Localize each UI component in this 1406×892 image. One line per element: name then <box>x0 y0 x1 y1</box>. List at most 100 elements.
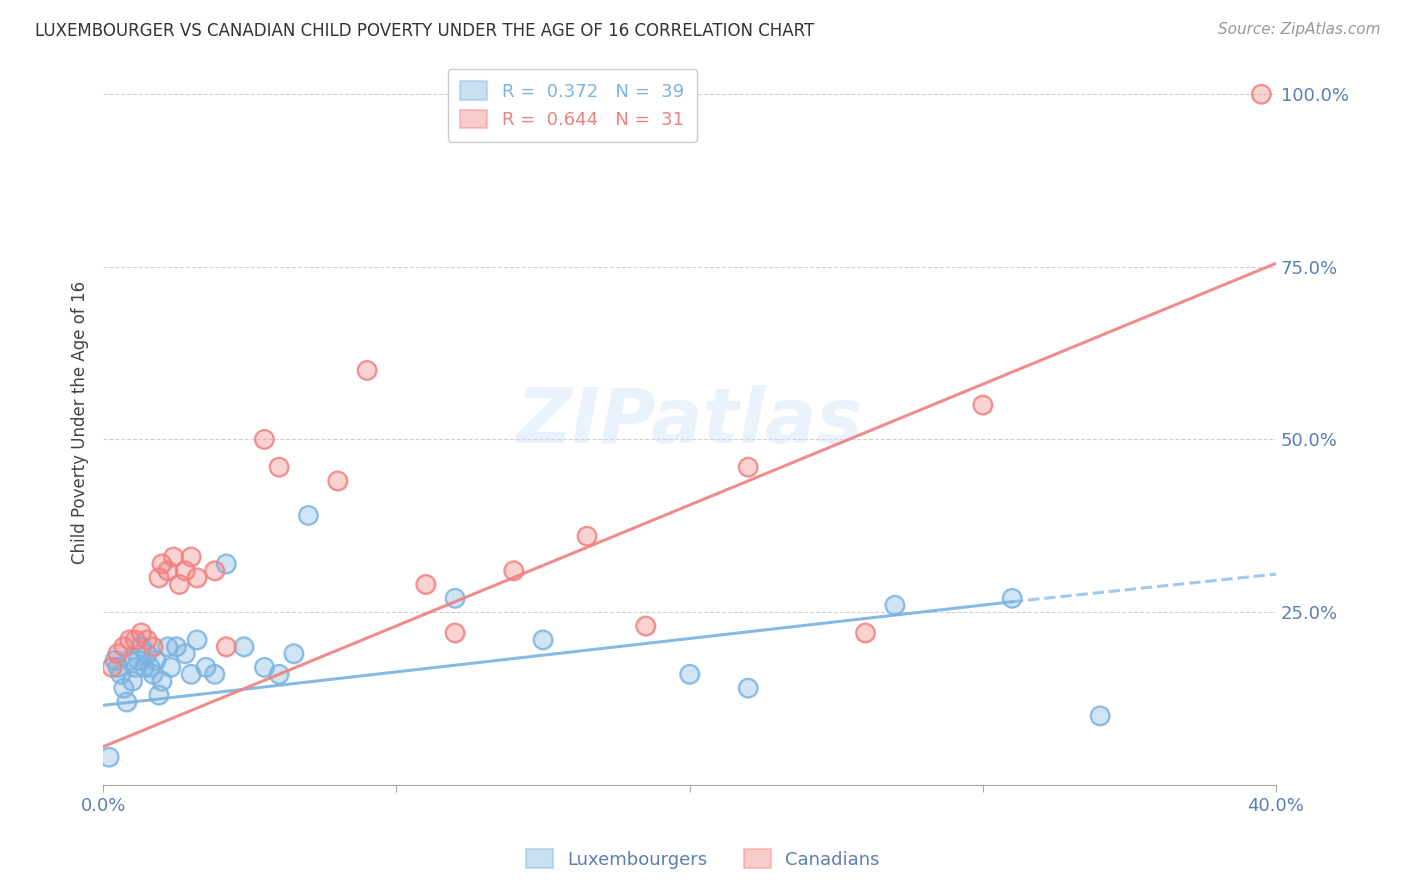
Point <box>118 632 141 647</box>
Point <box>1088 708 1111 723</box>
Point <box>283 647 305 661</box>
Point <box>110 667 132 681</box>
Point <box>972 398 994 412</box>
Point <box>104 653 127 667</box>
Point <box>186 632 208 647</box>
Point <box>737 681 759 695</box>
Point <box>531 632 554 647</box>
Point <box>1250 87 1272 102</box>
Point <box>253 660 276 674</box>
Point <box>326 474 349 488</box>
Point <box>145 653 167 667</box>
Point <box>129 625 152 640</box>
Point <box>855 625 877 640</box>
Point <box>101 660 124 674</box>
Point <box>180 549 202 564</box>
Point <box>115 695 138 709</box>
Point <box>136 632 159 647</box>
Point <box>107 647 129 661</box>
Point <box>142 667 165 681</box>
Point <box>215 640 238 654</box>
Point <box>737 681 759 695</box>
Point <box>531 632 554 647</box>
Point <box>883 598 905 612</box>
Point <box>297 508 319 523</box>
Point <box>883 598 905 612</box>
Point <box>267 460 290 475</box>
Y-axis label: Child Poverty Under the Age of 16: Child Poverty Under the Age of 16 <box>72 281 89 564</box>
Point <box>129 640 152 654</box>
Point <box>169 577 191 591</box>
Point <box>148 570 170 584</box>
Point <box>283 647 305 661</box>
Point <box>129 625 152 640</box>
Point <box>1001 591 1024 606</box>
Point <box>124 660 146 674</box>
Point <box>129 640 152 654</box>
Point <box>118 632 141 647</box>
Point <box>124 660 146 674</box>
Point <box>204 667 226 681</box>
Point <box>156 564 179 578</box>
Point <box>204 667 226 681</box>
Point <box>124 632 146 647</box>
Point <box>142 640 165 654</box>
Point <box>165 640 187 654</box>
Point <box>1250 87 1272 102</box>
Point <box>142 667 165 681</box>
Point <box>98 750 121 764</box>
Point <box>855 625 877 640</box>
Point <box>148 570 170 584</box>
Point <box>127 653 149 667</box>
Point <box>204 564 226 578</box>
Point <box>326 474 349 488</box>
Point <box>107 660 129 674</box>
Point <box>267 667 290 681</box>
Point <box>107 660 129 674</box>
Point <box>110 667 132 681</box>
Point <box>165 640 187 654</box>
Point <box>124 632 146 647</box>
Point <box>169 577 191 591</box>
Point <box>98 750 121 764</box>
Point <box>162 549 184 564</box>
Point <box>1001 591 1024 606</box>
Point <box>159 660 181 674</box>
Legend: Luxembourgers, Canadians: Luxembourgers, Canadians <box>519 842 887 876</box>
Point <box>174 647 197 661</box>
Point <box>127 653 149 667</box>
Point <box>267 667 290 681</box>
Point <box>180 549 202 564</box>
Point <box>112 681 135 695</box>
Point <box>575 529 598 543</box>
Point <box>139 660 162 674</box>
Point <box>142 640 165 654</box>
Point <box>174 564 197 578</box>
Point <box>678 667 700 681</box>
Point <box>118 653 141 667</box>
Point <box>186 570 208 584</box>
Point <box>634 619 657 633</box>
Point <box>145 653 167 667</box>
Point <box>180 667 202 681</box>
Point <box>297 508 319 523</box>
Point <box>194 660 217 674</box>
Text: LUXEMBOURGER VS CANADIAN CHILD POVERTY UNDER THE AGE OF 16 CORRELATION CHART: LUXEMBOURGER VS CANADIAN CHILD POVERTY U… <box>35 22 814 40</box>
Point <box>232 640 254 654</box>
Legend: R =  0.372   N =  39, R =  0.644   N =  31: R = 0.372 N = 39, R = 0.644 N = 31 <box>447 69 697 142</box>
Point <box>180 667 202 681</box>
Point <box>186 632 208 647</box>
Point <box>115 695 138 709</box>
Point <box>112 640 135 654</box>
Point <box>678 667 700 681</box>
Point <box>139 660 162 674</box>
Point <box>634 619 657 633</box>
Point <box>356 363 378 377</box>
Point <box>204 564 226 578</box>
Point <box>253 660 276 674</box>
Point <box>112 640 135 654</box>
Point <box>174 564 197 578</box>
Point <box>737 460 759 475</box>
Text: Source: ZipAtlas.com: Source: ZipAtlas.com <box>1218 22 1381 37</box>
Point <box>136 647 159 661</box>
